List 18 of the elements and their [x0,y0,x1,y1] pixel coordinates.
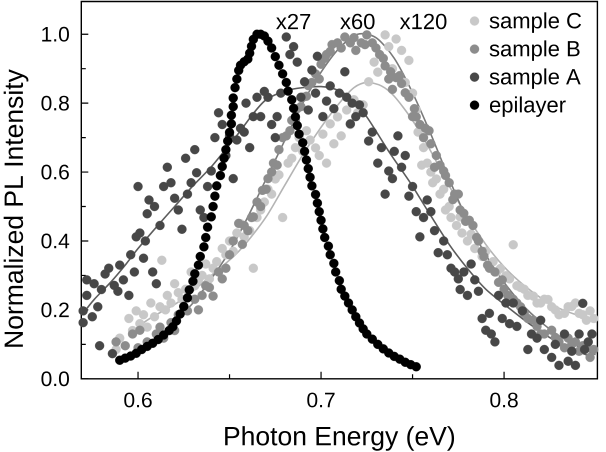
y-tick-label: 0.4 [41,234,70,248]
y-axis-title: Normalized PL Intensity [4,69,28,347]
y-tick-label: 1.0 [42,26,69,42]
y-tick-label: 0.2 [41,302,69,318]
legend-label: epilayer [490,96,566,117]
y-tick-label: 0.0 [41,371,69,386]
annotation: x27 [276,14,310,30]
x-tick-label: 0.7 [307,392,335,408]
legend-label: sample B [490,40,580,61]
x-axis-title: Photon Energy (eV) [225,426,454,451]
x-tick-label: 0.8 [490,392,518,408]
annotation: x60 [340,14,375,30]
y-tick-label: 0.8 [41,96,69,111]
x-tick-label: 0.6 [124,392,152,408]
legend-label: sample C [490,12,582,33]
legend-label: sample A [490,68,581,89]
annotation: x120 [400,14,446,30]
y-tick-label: 0.6 [41,164,69,180]
